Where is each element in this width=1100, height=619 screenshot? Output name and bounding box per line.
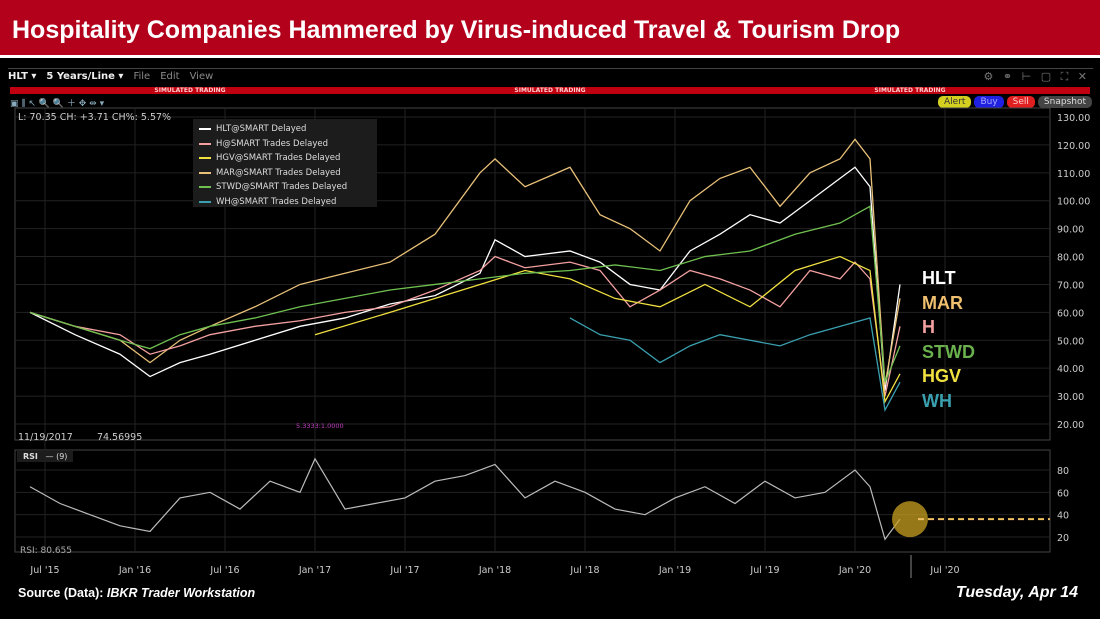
legend-item[interactable]: H@SMART Trades Delayed xyxy=(199,137,371,152)
legend-item[interactable]: HLT@SMART Delayed xyxy=(199,122,371,137)
sim-label: SIMULATED TRADING xyxy=(874,87,946,94)
sim-label: SIMULATED TRADING xyxy=(154,87,226,94)
y-tick-label: 100.00 xyxy=(1057,197,1090,208)
crosshair-value: 74.56995 xyxy=(96,432,143,443)
series-label: H xyxy=(922,317,935,337)
legend-item[interactable]: MAR@SMART Trades Delayed xyxy=(199,166,371,181)
source-note: Source (Data): IBKR Trader Workstation xyxy=(18,586,255,600)
series-line-hgv xyxy=(314,255,901,404)
split-marker[interactable]: 5.3333:1.0000 xyxy=(296,422,344,430)
y-tick-label: 70.00 xyxy=(1057,280,1084,291)
legend-swatch xyxy=(199,200,211,203)
symbol-dropdown[interactable]: HLT ▾ xyxy=(8,71,37,82)
legend-swatch xyxy=(199,157,211,160)
y-tick-label: 110.00 xyxy=(1057,169,1090,180)
source-label: Source (Data): xyxy=(18,586,104,600)
series-line-hlt xyxy=(29,166,901,391)
y-tick-label: 130.00 xyxy=(1057,113,1090,124)
price-readout: L: 70.35 CH: +3.71 CH%: 5.57% xyxy=(18,112,172,123)
rsi-label: RSI xyxy=(23,452,38,461)
rsi-tick-label: 80 xyxy=(1057,466,1069,477)
y-tick-label: 50.00 xyxy=(1057,336,1084,347)
x-tick-label: Jul '17 xyxy=(389,565,419,576)
rsi-line xyxy=(29,457,901,541)
chart-toolbar: HLT ▾ 5 Years/Line ▾ File Edit View xyxy=(8,68,1093,84)
legend-swatch xyxy=(199,128,211,131)
x-tick-label: Jul '20 xyxy=(929,565,959,576)
legend-swatch xyxy=(199,186,211,189)
series-line-h xyxy=(29,255,901,397)
crosshair-readout: 11/19/2017 74.56995 xyxy=(18,432,142,443)
menu-view[interactable]: View xyxy=(189,71,214,82)
snapshot-button[interactable]: Snapshot xyxy=(1037,96,1092,108)
x-tick-label: Jul '16 xyxy=(209,565,239,576)
series-line-mar xyxy=(29,138,901,386)
date-label: Tuesday, Apr 14 xyxy=(955,584,1078,601)
rsi-tick-label: 20 xyxy=(1057,533,1069,544)
legend-swatch xyxy=(199,142,211,145)
menu-file[interactable]: File xyxy=(133,71,151,82)
sell-button[interactable]: Sell xyxy=(1006,96,1035,108)
legend-item[interactable]: STWD@SMART Trades Delayed xyxy=(199,180,371,195)
rsi-panel-frame xyxy=(14,449,1051,553)
y-tick-label: 20.00 xyxy=(1057,420,1084,431)
series-label: MAR xyxy=(922,292,963,313)
series-label: STWD xyxy=(922,341,975,362)
y-tick-label: 80.00 xyxy=(1057,253,1084,264)
x-tick-label: Jan '17 xyxy=(298,565,331,576)
x-tick-label: Jan '20 xyxy=(838,565,871,576)
source-name: IBKR Trader Workstation xyxy=(106,586,256,600)
y-tick-label: 40.00 xyxy=(1057,364,1084,375)
alert-button[interactable]: Alert xyxy=(938,96,972,108)
series-label: HGV xyxy=(922,366,962,386)
page-title: Hospitality Companies Hammered by Virus-… xyxy=(12,16,901,44)
menu-edit[interactable]: Edit xyxy=(160,71,180,82)
rsi-tick-label: 60 xyxy=(1057,488,1069,499)
series-line-wh xyxy=(569,317,901,413)
y-tick-label: 60.00 xyxy=(1057,308,1084,319)
series-line-stwd xyxy=(29,205,901,383)
x-tick-label: Jul '19 xyxy=(749,565,779,576)
rsi-highlight-circle xyxy=(892,501,928,538)
simulated-trading-bar: SIMULATED TRADING SIMULATED TRADING SIMU… xyxy=(10,87,1090,94)
legend-label: MAR@SMART Trades Delayed xyxy=(216,167,341,178)
period-dropdown[interactable]: 5 Years/Line ▾ xyxy=(46,71,124,82)
y-tick-label: 30.00 xyxy=(1057,392,1084,403)
legend-label: H@SMART Trades Delayed xyxy=(216,138,329,149)
sim-label: SIMULATED TRADING xyxy=(514,87,586,94)
y-tick-label: 90.00 xyxy=(1057,225,1084,236)
buy-button[interactable]: Buy xyxy=(974,96,1004,108)
crosshair-date: 11/19/2017 xyxy=(18,432,73,443)
window-controls-icon[interactable]: ⚙ ⚭ ⊢ ▢ ⛶ ✕ xyxy=(983,70,1090,83)
series-label: HLT xyxy=(922,268,956,288)
y-tick-label: 120.00 xyxy=(1057,141,1090,152)
x-tick-label: Jan '19 xyxy=(658,565,691,576)
x-tick-label: Jan '18 xyxy=(478,565,511,576)
series-label: WH xyxy=(922,390,952,411)
drawing-tools-icon[interactable]: ▣ ⫼ ↖ 🔍 🔍 ＋ ✥ ⇹ ▾ xyxy=(10,99,105,109)
price-panel-frame xyxy=(14,107,1051,441)
rsi-param: — (9) xyxy=(45,452,68,461)
legend-label: WH@SMART Trades Delayed xyxy=(216,196,337,207)
legend-label: STWD@SMART Trades Delayed xyxy=(216,182,348,193)
x-tick-label: Jul '15 xyxy=(29,565,59,576)
x-tick-label: Jul '18 xyxy=(569,565,599,576)
title-banner: Hospitality Companies Hammered by Virus-… xyxy=(0,0,1100,58)
legend-item[interactable]: HGV@SMART Trades Delayed xyxy=(199,151,371,166)
legend-label: HLT@SMART Delayed xyxy=(216,124,307,135)
legend-swatch xyxy=(199,171,211,174)
legend-item[interactable]: WH@SMART Trades Delayed xyxy=(199,195,371,210)
rsi-tick-label: 40 xyxy=(1057,511,1069,522)
legend-label: HGV@SMART Trades Delayed xyxy=(216,153,341,164)
x-tick-label: Jan '16 xyxy=(118,565,151,576)
chart-legend: HLT@SMART Delayed H@SMART Trades Delayed H… xyxy=(193,119,377,207)
rsi-legend: RSI — (9) xyxy=(17,451,74,462)
rsi-value: RSI: 80.655 xyxy=(20,546,73,556)
